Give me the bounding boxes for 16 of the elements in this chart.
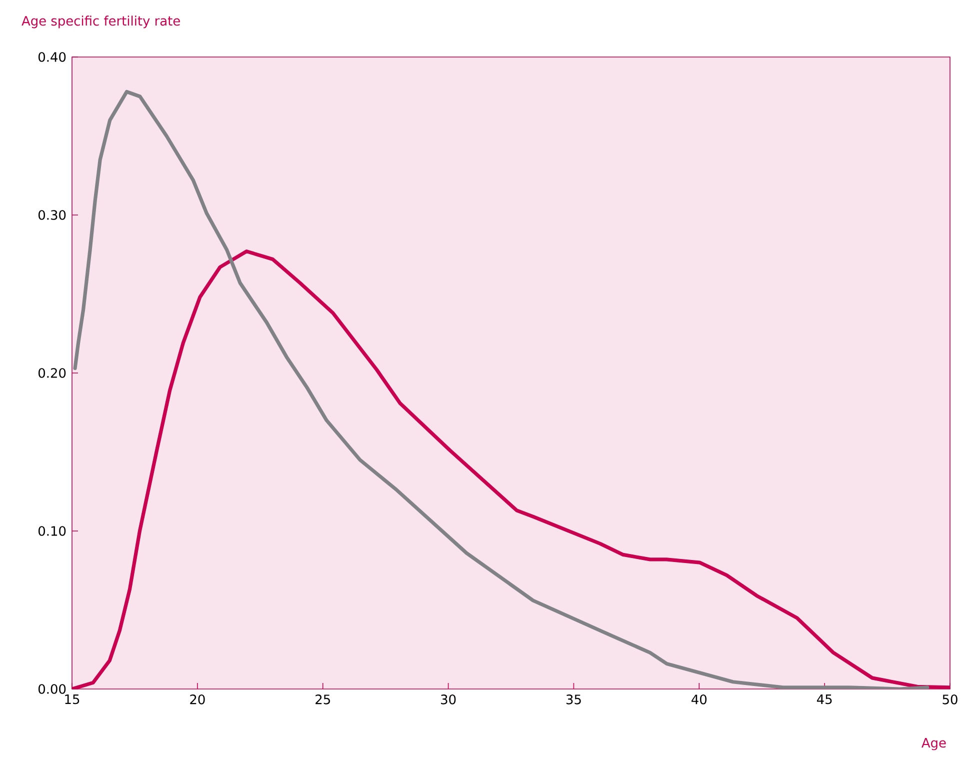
x-tick-label: 20: [190, 694, 205, 704]
x-tick-label: 30: [441, 694, 456, 704]
y-axis-title: Age specific fertility rate: [22, 16, 180, 28]
x-tick-label: 40: [692, 694, 707, 704]
y-tick-label: 0.30: [38, 210, 66, 220]
x-axis-title: Age: [922, 738, 946, 750]
x-tick-label: 45: [816, 694, 832, 704]
x-tick-label: 35: [566, 694, 581, 704]
y-tick-label: 0.20: [38, 368, 66, 378]
x-tick-label: 15: [65, 694, 80, 704]
x-tick-label: 25: [316, 694, 330, 704]
y-tick-label: 0.40: [38, 52, 66, 62]
y-tick-label: 0.00: [38, 684, 66, 694]
y-tick-label: 0.10: [38, 526, 66, 536]
x-tick-label: 50: [942, 694, 958, 704]
line-series: [73, 90, 930, 689]
